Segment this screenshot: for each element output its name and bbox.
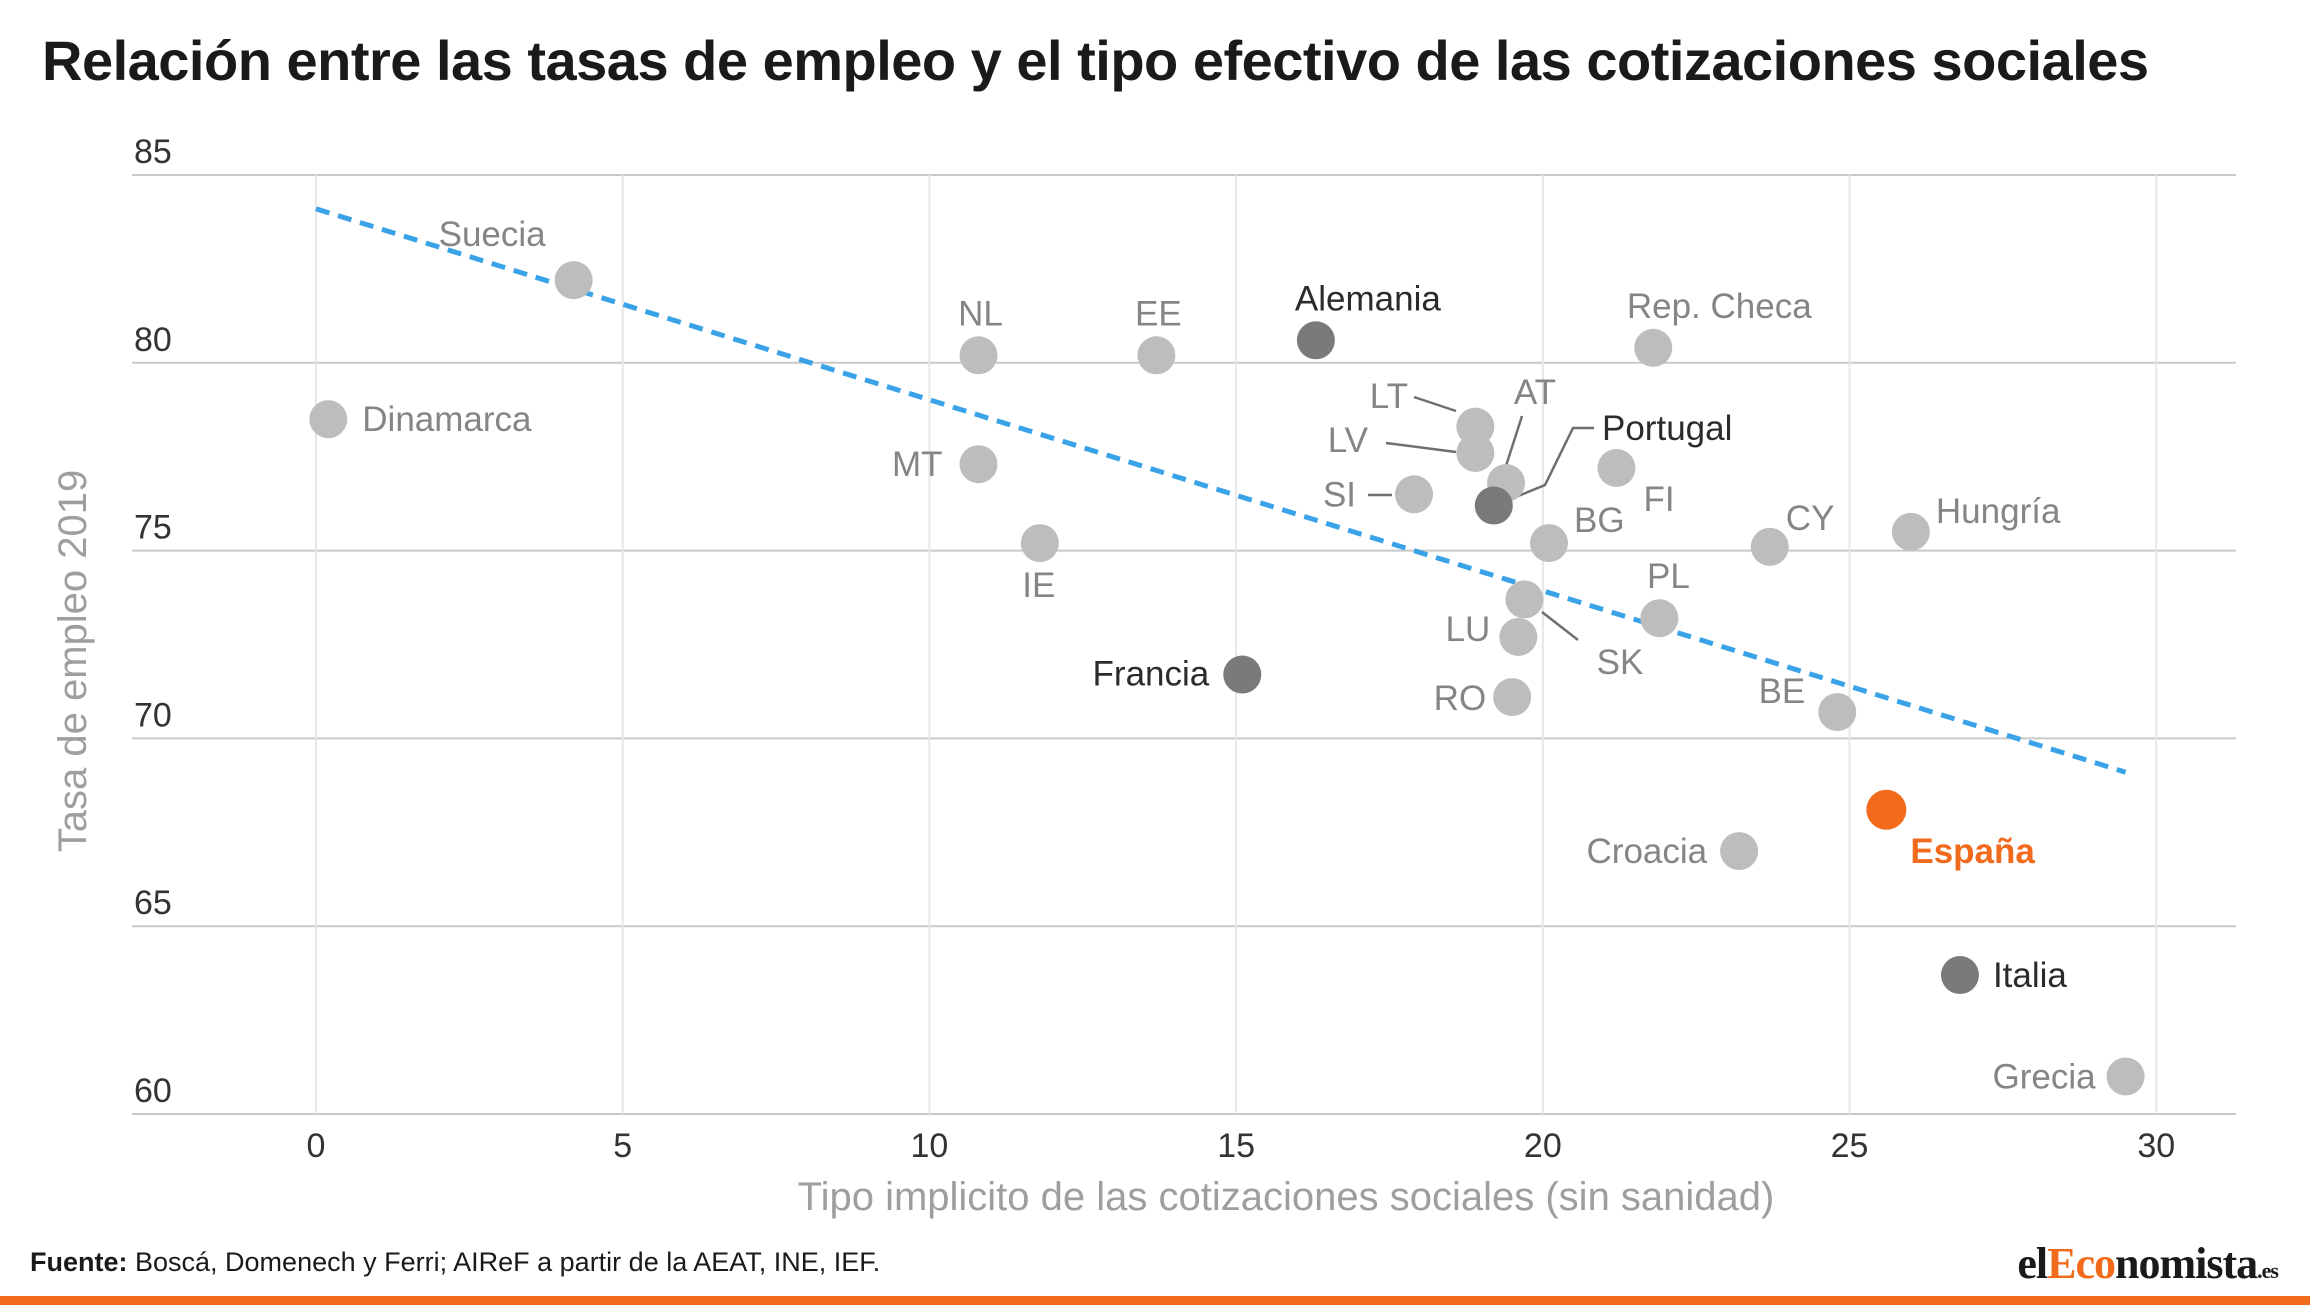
x-tick-label-0: 0 [307, 1127, 326, 1165]
point-lt[interactable] [1456, 407, 1495, 446]
point-mt[interactable] [959, 445, 998, 484]
brand-part3: nomista [2115, 1239, 2258, 1288]
x-tick-label-25: 25 [1831, 1127, 1869, 1165]
brand-logo[interactable]: elEconomista.es [2017, 1238, 2279, 1289]
y-tick-label-80: 80 [134, 321, 172, 359]
point-label-lu: LU [1446, 610, 1491, 649]
point-label-italia: Italia [1993, 956, 2067, 995]
leader-line-lt [1413, 395, 1457, 413]
leader-line-sk [1541, 611, 1579, 641]
point-labels: Suecia Dinamarca NL EE Alemania Rep. Checa MT I… [362, 215, 2096, 1096]
x-tick-label-30: 30 [2137, 1127, 2175, 1165]
point-label-at: AT [1514, 373, 1556, 412]
point-bg[interactable] [1529, 524, 1568, 563]
point-alemania[interactable] [1296, 321, 1335, 360]
x-tick-label-5: 5 [613, 1127, 632, 1165]
footer-source: Fuente: Boscá, Domenech y Ferri; AIReF a… [30, 1247, 880, 1278]
source-text: Boscá, Domenech y Ferri; AIReF a partir … [127, 1247, 881, 1277]
point-grecia[interactable] [2106, 1057, 2145, 1096]
trendline [315, 206, 2127, 775]
point-label-cy: CY [1786, 499, 1835, 538]
point-suecia[interactable] [554, 261, 593, 300]
y-tick-label-65: 65 [134, 884, 172, 922]
point-label-dinamarca: Dinamarca [362, 400, 532, 439]
point-fi[interactable] [1597, 448, 1636, 487]
source-label: Fuente: [30, 1247, 128, 1277]
point-label-grecia: Grecia [1992, 1057, 2096, 1096]
point-pl[interactable] [1640, 599, 1679, 638]
y-tick-label-75: 75 [134, 509, 172, 547]
point-label-ie: IE [1022, 566, 1055, 605]
point-label-francia: Francia [1093, 655, 1210, 694]
point-nl[interactable] [959, 336, 998, 375]
point-label-mt: MT [892, 445, 943, 484]
x-tick-label-10: 10 [911, 1127, 949, 1165]
point-rep-checa[interactable] [1634, 328, 1673, 367]
x-tick-label-20: 20 [1524, 1127, 1562, 1165]
point-lv[interactable] [1456, 433, 1495, 472]
axis-ticks: 60 65 70 75 80 85 0 5 10 15 20 25 30 [134, 133, 2175, 1165]
point-portugal[interactable] [1474, 486, 1513, 525]
point-label-bg: BG [1574, 501, 1625, 540]
point-croacia[interactable] [1720, 832, 1759, 871]
leader-line-portugal [1505, 426, 1594, 503]
point-label-rep-checa: Rep. Checa [1627, 287, 1812, 326]
point-ie[interactable] [1020, 524, 1059, 563]
y-tick-label-70: 70 [134, 696, 172, 734]
y-axis-title: Tasa de empleo 2019 [51, 470, 95, 853]
point-label-hungria: Hungría [1936, 492, 2061, 531]
brand-part1: el [2017, 1239, 2048, 1288]
leader-line-lv [1385, 441, 1457, 454]
point-si[interactable] [1395, 475, 1434, 514]
leader-lines [1368, 395, 1594, 641]
brand-part2: Eco [2047, 1239, 2116, 1288]
x-tick-label-15: 15 [1217, 1127, 1255, 1165]
point-label-croacia: Croacia [1587, 832, 1708, 871]
point-label-ee: EE [1135, 294, 1182, 333]
point-sk[interactable] [1505, 580, 1544, 619]
point-label-sk: SK [1597, 643, 1644, 682]
point-be[interactable] [1818, 693, 1857, 732]
point-dinamarca[interactable] [309, 400, 348, 439]
brand-tld: .es [2257, 1258, 2279, 1283]
point-cy[interactable] [1750, 527, 1789, 566]
point-label-si: SI [1323, 475, 1356, 514]
point-label-espana: España [1910, 832, 2035, 871]
leader-line-at [1503, 415, 1524, 470]
y-tick-label-85: 85 [134, 133, 172, 171]
trendline-path [315, 206, 2127, 775]
point-label-alemania: Alemania [1295, 279, 1441, 318]
point-italia[interactable] [1940, 956, 1979, 995]
point-francia[interactable] [1223, 655, 1262, 694]
point-label-nl: NL [958, 294, 1003, 333]
point-label-pl: PL [1647, 557, 1690, 596]
x-axis-title: Tipo implicito de las cotizaciones socia… [798, 1175, 1775, 1219]
point-lu[interactable] [1499, 617, 1538, 656]
point-label-lv: LV [1328, 421, 1369, 460]
bottom-accent-bar [0, 1296, 2310, 1305]
point-label-suecia: Suecia [439, 215, 547, 254]
point-label-ro: RO [1434, 679, 1487, 718]
point-label-be: BE [1759, 672, 1806, 711]
point-label-portugal: Portugal [1602, 409, 1732, 448]
point-ro[interactable] [1493, 678, 1532, 717]
y-tick-label-60: 60 [134, 1072, 172, 1110]
data-points [309, 261, 2145, 1096]
point-label-fi: FI [1643, 480, 1674, 519]
grid-lines [132, 174, 2236, 1115]
point-espana[interactable] [1866, 789, 1907, 830]
chart-title: Relación entre las tasas de empleo y el … [42, 29, 2149, 92]
scatter-chart: 60 65 70 75 80 85 0 5 10 15 20 25 30 Suecia Dinamarca… [51, 133, 2236, 1219]
point-hungria[interactable] [1891, 512, 1930, 551]
point-label-lt: LT [1370, 377, 1408, 416]
point-ee[interactable] [1137, 336, 1176, 375]
